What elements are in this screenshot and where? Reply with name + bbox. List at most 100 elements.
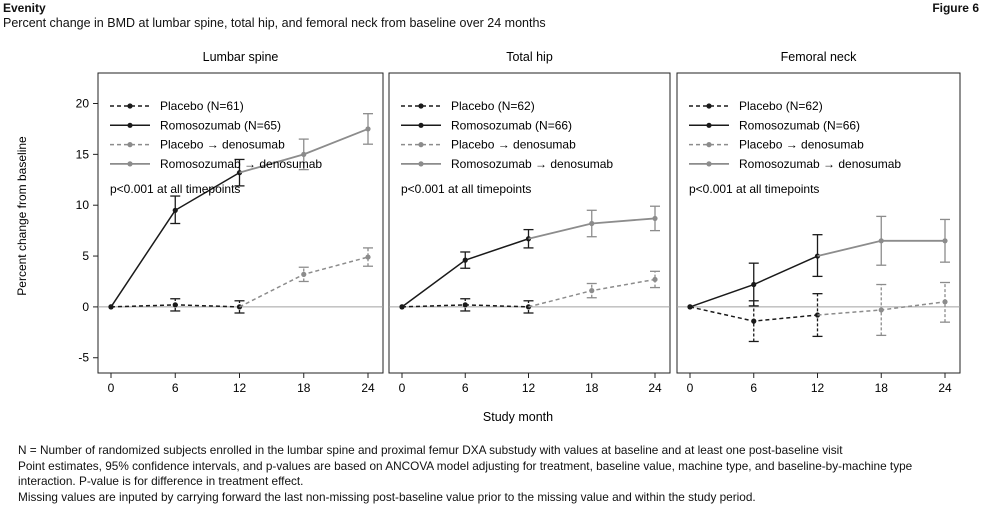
data-point [751, 281, 757, 288]
data-point [462, 257, 468, 263]
legend-swatch-marker [418, 142, 424, 148]
panel-frame [388, 72, 671, 374]
legend-swatch-marker [418, 103, 424, 109]
y-tick-label: -5 [78, 351, 89, 365]
series-placebo-n-61 [108, 298, 245, 314]
panel-title-total-hip: Total hip [506, 50, 553, 64]
panel-title-femoral-neck: Femoral neck [781, 50, 857, 64]
y-tick-label: 0 [82, 300, 89, 314]
legend-label: Placebo → denosumab [160, 138, 285, 152]
legend-total-hip: Placebo (N=62) Romosozumab (N=66) Placebo … [401, 99, 613, 171]
data-point [878, 238, 884, 244]
legend-lumbar-spine: Placebo (N=61) Romosozumab (N=65) Placebo … [110, 99, 322, 171]
data-point [462, 302, 468, 308]
series-romosozumab-denosumab [239, 113, 373, 174]
p-value-annotation: p<0.001 at all timepoints [689, 182, 819, 196]
data-point [108, 304, 114, 310]
panel-femoral-neck: Femoral neck 0 6 12 18 24 Placebo (N=62) Romoso… [676, 50, 961, 395]
x-tick-label: 18 [875, 381, 889, 395]
legend-label: Placebo → denosumab [451, 138, 576, 152]
panel-frame [676, 72, 961, 374]
data-point [301, 151, 307, 157]
footnote-2: Point estimates, 95% confidence interval… [18, 458, 913, 489]
panel-total-hip: Total hip 0 6 12 18 24 Placebo (N=62) Romosozum… [388, 50, 671, 395]
series-line [401, 238, 529, 308]
figure-subtitle: Percent change in BMD at lumbar spine, t… [3, 16, 546, 30]
data-point [687, 304, 693, 310]
legend-label: Placebo (N=62) [451, 99, 535, 113]
y-tick-label: 15 [76, 147, 90, 161]
legend-swatch-marker [127, 122, 133, 128]
data-point [652, 276, 658, 283]
data-point [589, 220, 595, 227]
data-point [399, 304, 405, 310]
x-tick-label: 24 [938, 381, 952, 395]
legend-label: Romosozumab → denosumab [739, 157, 901, 171]
x-tick-label: 12 [233, 381, 247, 395]
series-placebo-denosumab [239, 247, 373, 308]
legend-swatch-marker [706, 142, 712, 148]
y-tick-label: 10 [76, 198, 90, 212]
series-placebo-denosumab [528, 270, 660, 308]
bmd-chart: Percent change from baseline Study month… [15, 50, 961, 424]
y-axis-label: Percent change from baseline [15, 136, 29, 296]
data-point [942, 299, 948, 305]
series-romosozumab-denosumab [528, 205, 660, 240]
legend-swatch-marker [127, 142, 133, 148]
data-point [942, 238, 948, 244]
footnote-3: Missing values are inputed by carrying f… [18, 489, 756, 504]
legend-label: Romosozumab (N=65) [160, 118, 281, 132]
legend-swatch-marker [418, 122, 424, 128]
legend-label: Placebo (N=61) [160, 99, 244, 113]
x-tick-label: 12 [811, 381, 825, 395]
legend-femoral-neck: Placebo (N=62) Romosozumab (N=66) Placebo … [689, 99, 901, 171]
legend-swatch-marker [127, 161, 133, 167]
legend-label: Placebo (N=62) [739, 99, 823, 113]
panel-frame [97, 72, 384, 374]
p-value-annotation: p<0.001 at all timepoints [110, 182, 240, 196]
series-romosozumab-denosumab [817, 215, 950, 266]
x-tick-label: 0 [108, 381, 115, 395]
x-tick-label: 24 [361, 381, 375, 395]
data-point [172, 207, 178, 213]
p-value-annotation: p<0.001 at all timepoints [401, 182, 531, 196]
legend-label: Romosozumab (N=66) [451, 118, 572, 132]
data-point [301, 271, 307, 277]
data-point [172, 302, 178, 308]
panel-title-lumbar-spine: Lumbar spine [203, 50, 279, 64]
series-romosozumab-n-66 [399, 228, 534, 310]
data-point [751, 318, 757, 324]
data-point [652, 215, 658, 222]
data-point [365, 254, 371, 260]
legend-swatch-marker [127, 103, 133, 109]
data-point [365, 126, 371, 132]
x-tick-label: 24 [648, 381, 662, 395]
legend-label: Placebo → denosumab [739, 138, 864, 152]
legend-label: Romosozumab → denosumab [451, 157, 613, 171]
x-tick-label: 6 [462, 381, 469, 395]
footnotes: N = Number of randomized subjects enroll… [18, 443, 973, 505]
panel-lumbar-spine: Lumbar spine 0 6 12 18 24 -5 0 5 10 15 20 Placebo (N… [76, 50, 384, 395]
brand-name: Evenity [3, 1, 46, 15]
figure-label: Figure 6 [932, 1, 979, 15]
x-axis-label: Study month [483, 410, 553, 424]
footnote-1: N = Number of randomized subjects enroll… [18, 443, 843, 457]
data-point [589, 288, 595, 294]
data-point [878, 307, 884, 313]
x-tick-label: 18 [297, 381, 311, 395]
x-tick-label: 12 [522, 381, 536, 395]
y-tick-label: 20 [76, 97, 90, 111]
x-tick-label: 0 [687, 381, 694, 395]
legend-swatch-marker [706, 161, 712, 167]
legend-swatch-marker [706, 103, 712, 109]
legend-label: Romosozumab (N=66) [739, 118, 860, 132]
x-tick-label: 6 [750, 381, 757, 395]
legend-label: Romosozumab → denosumab [160, 157, 322, 171]
legend-swatch-marker [418, 161, 424, 167]
legend-swatch-marker [706, 122, 712, 128]
series-romosozumab-n-66 [687, 234, 823, 310]
x-tick-label: 0 [399, 381, 406, 395]
series-placebo-n-62 [399, 298, 534, 314]
series-placebo-denosumab [817, 281, 950, 337]
x-tick-label: 18 [585, 381, 599, 395]
